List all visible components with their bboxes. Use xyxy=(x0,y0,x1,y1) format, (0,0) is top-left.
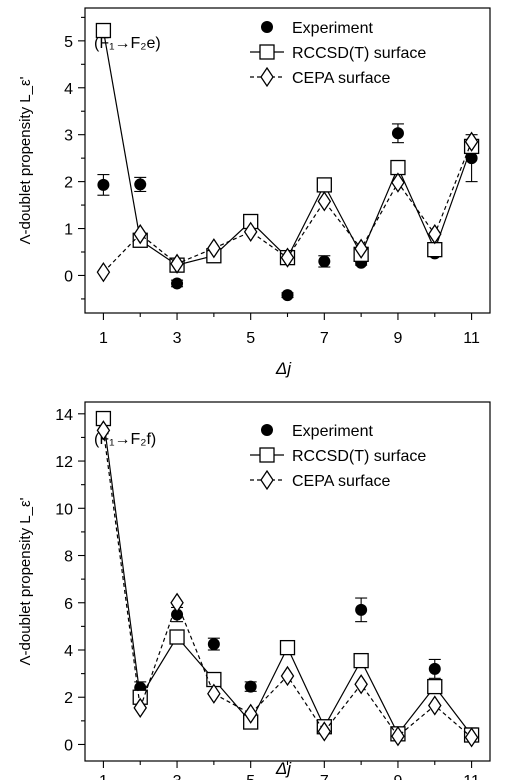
x-tick-label: 7 xyxy=(320,773,329,780)
data-point xyxy=(171,277,184,290)
data-point xyxy=(170,253,184,274)
series-line xyxy=(102,418,473,736)
data-point xyxy=(427,223,442,245)
y-tick-label: 3 xyxy=(64,128,73,145)
legend-marker xyxy=(260,66,274,88)
x-tick-label: 3 xyxy=(173,330,182,347)
series-experiment xyxy=(134,597,478,741)
data-point xyxy=(279,639,296,656)
chart-panel-2: 1 3 5 7 9 11 0 2 4 6 8 10 12 14 Δj Λ-doublet propensity… xyxy=(17,401,491,780)
series-cepa-surface xyxy=(96,131,479,283)
legend-label: CEPA surface xyxy=(292,473,391,490)
x-tick-label: 11 xyxy=(463,773,480,780)
data-point xyxy=(207,638,220,651)
data-point xyxy=(427,678,443,695)
series-experiment xyxy=(97,123,478,302)
data-point xyxy=(96,262,111,283)
x-tick-label: 5 xyxy=(246,773,255,780)
data-point xyxy=(170,592,184,613)
legend-marker xyxy=(259,44,275,60)
data-point xyxy=(95,22,112,39)
data-point xyxy=(243,221,258,242)
data-point xyxy=(133,697,148,719)
legend-marker xyxy=(260,469,274,491)
data-point xyxy=(207,238,221,259)
data-point xyxy=(391,172,405,193)
series-cepa-surface xyxy=(96,420,479,748)
legend-marker xyxy=(259,447,275,463)
y-tick-label: 1 xyxy=(64,222,73,239)
legend-label: RCCSD(T) surface xyxy=(292,448,426,465)
x-tick-label: 7 xyxy=(320,330,329,347)
legend-label: Experiment xyxy=(292,423,373,440)
legend-marker xyxy=(261,424,273,436)
y-tick-label: 12 xyxy=(55,454,73,471)
data-point xyxy=(281,289,294,302)
data-point xyxy=(464,131,479,152)
data-point xyxy=(134,178,147,191)
data-point xyxy=(427,242,443,258)
y-tick-label: 2 xyxy=(64,690,73,707)
y-tick-label: 0 xyxy=(64,737,73,754)
y-tick-label: 5 xyxy=(64,34,73,51)
y-tick-label: 6 xyxy=(64,596,73,613)
y-axis-label: Λ-doublet propensity L_ε' xyxy=(17,76,34,244)
legend-label: RCCSD(T) surface xyxy=(292,45,426,62)
data-point xyxy=(317,191,332,212)
legend: Experiment RCCSD(T) surface CEPA surface xyxy=(250,423,426,491)
data-point xyxy=(133,223,148,245)
x-tick-label: 9 xyxy=(394,773,403,780)
y-tick-label: 2 xyxy=(64,175,73,192)
data-point xyxy=(316,177,332,193)
data-point xyxy=(427,695,442,716)
data-point xyxy=(391,127,404,140)
data-point xyxy=(354,674,368,695)
y-tick-label: 14 xyxy=(55,407,73,424)
data-point xyxy=(428,662,441,675)
x-tick-label: 11 xyxy=(463,330,480,347)
series-line xyxy=(102,430,472,738)
x-axis-label: Δj xyxy=(275,359,292,378)
data-point xyxy=(280,665,295,687)
y-tick-label: 10 xyxy=(55,501,73,518)
x-tick-label: 1 xyxy=(99,330,108,347)
legend-label: Experiment xyxy=(292,20,373,37)
data-point xyxy=(243,703,258,724)
legend-label: CEPA surface xyxy=(292,70,391,87)
data-point xyxy=(244,680,257,693)
panel-annotation: (F₁→F₂f) xyxy=(94,431,156,448)
data-point xyxy=(169,629,185,645)
x-tick-label: 5 xyxy=(246,330,255,347)
chart-panel-1: 1 3 5 7 9 11 0 1 2 3 4 5 Δj Λ-doublet propensity L_ε'… xyxy=(17,7,491,378)
data-point xyxy=(96,420,111,441)
data-point xyxy=(318,255,331,268)
x-tick-label: 3 xyxy=(173,773,182,780)
x-axis-label: Δj xyxy=(275,759,292,778)
y-tick-label: 0 xyxy=(64,268,73,285)
legend: Experiment RCCSD(T) surface CEPA surface xyxy=(250,20,426,88)
y-tick-label: 4 xyxy=(64,643,73,660)
data-point xyxy=(355,603,368,616)
series-line xyxy=(102,30,473,266)
y-axis-label: Λ-doublet propensity L_ε' xyxy=(17,497,34,665)
data-point xyxy=(317,721,332,742)
data-point xyxy=(353,652,369,669)
data-point xyxy=(207,683,221,704)
data-point xyxy=(464,727,479,748)
x-tick-label: 1 xyxy=(99,773,108,780)
data-point xyxy=(280,247,295,268)
x-tick-label: 9 xyxy=(394,330,403,347)
legend-marker xyxy=(261,21,273,33)
panel-annotation: (F₁→F₂e) xyxy=(94,35,161,52)
data-point xyxy=(354,238,368,259)
data-point xyxy=(391,726,405,747)
y-tick-label: 4 xyxy=(64,81,73,98)
data-point xyxy=(97,178,110,191)
y-tick-label: 8 xyxy=(64,549,73,566)
